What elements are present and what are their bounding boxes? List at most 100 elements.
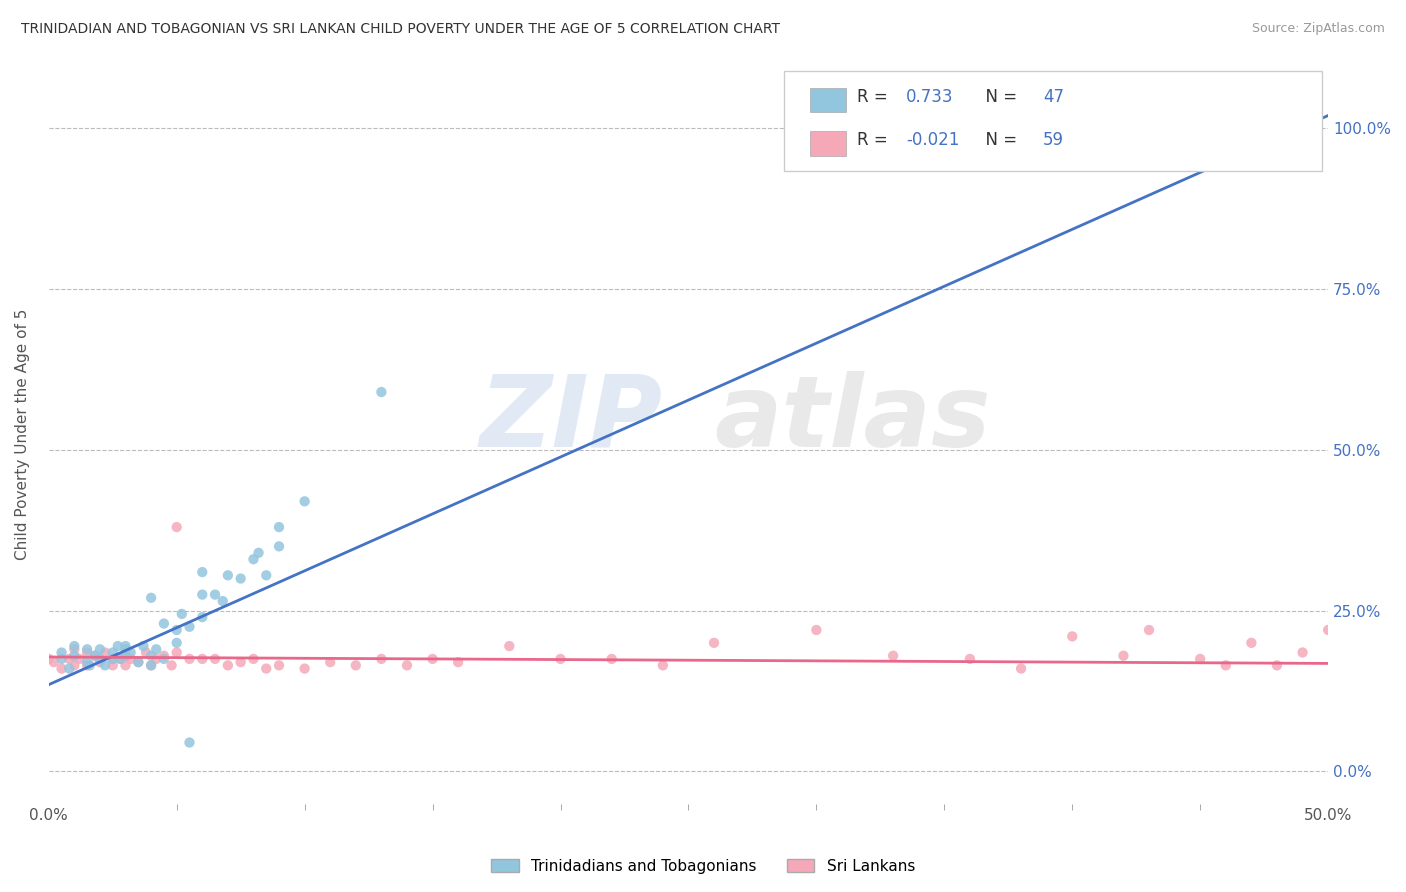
Point <box>422 652 444 666</box>
Text: TRINIDADIAN AND TOBAGONIAN VS SRI LANKAN CHILD POVERTY UNDER THE AGE OF 5 CORREL: TRINIDADIAN AND TOBAGONIAN VS SRI LANKAN… <box>21 22 780 37</box>
Point <box>191 588 214 602</box>
Point <box>651 658 673 673</box>
Point <box>242 552 264 566</box>
Point <box>1291 645 1313 659</box>
Point <box>191 610 214 624</box>
Point <box>882 648 904 663</box>
Point <box>107 639 129 653</box>
Point <box>139 658 162 673</box>
Point <box>101 652 124 666</box>
Point <box>204 588 226 602</box>
Point <box>806 623 828 637</box>
Point <box>51 652 73 666</box>
Point <box>139 648 162 663</box>
Point <box>120 652 142 666</box>
Point <box>294 662 316 676</box>
Point <box>120 645 142 659</box>
Point <box>153 616 176 631</box>
Point <box>600 652 623 666</box>
Text: R =: R = <box>858 87 893 106</box>
Point <box>242 652 264 666</box>
Point <box>110 652 132 666</box>
Point <box>127 655 149 669</box>
Point <box>114 658 136 673</box>
Point <box>1215 658 1237 673</box>
Point <box>42 655 65 669</box>
Point <box>89 655 111 669</box>
Text: Source: ZipAtlas.com: Source: ZipAtlas.com <box>1251 22 1385 36</box>
Point <box>703 636 725 650</box>
Point <box>101 658 124 673</box>
Point <box>139 591 162 605</box>
Point <box>89 652 111 666</box>
Point <box>1189 652 1212 666</box>
Point <box>191 565 214 579</box>
Point <box>294 494 316 508</box>
Point <box>114 642 136 657</box>
Point <box>211 594 233 608</box>
Bar <box>810 131 846 156</box>
Point <box>127 655 149 669</box>
Point <box>114 639 136 653</box>
Point <box>63 639 86 653</box>
Point <box>1112 648 1135 663</box>
Point <box>447 655 470 669</box>
Text: N =: N = <box>974 87 1022 106</box>
Point <box>166 636 188 650</box>
Point <box>395 658 418 673</box>
Point <box>217 658 239 673</box>
Point <box>58 652 80 666</box>
Point <box>114 648 136 663</box>
Point <box>179 735 201 749</box>
Point <box>344 658 367 673</box>
Point <box>101 652 124 666</box>
Point <box>76 658 98 673</box>
FancyBboxPatch shape <box>785 71 1322 171</box>
Point <box>370 652 392 666</box>
Point <box>38 652 60 666</box>
Text: 59: 59 <box>1043 131 1064 149</box>
Point <box>179 620 201 634</box>
Point <box>267 540 290 554</box>
Point <box>1317 623 1340 637</box>
Point <box>254 568 277 582</box>
Text: 0.733: 0.733 <box>905 87 953 106</box>
Text: ZIP: ZIP <box>479 370 662 467</box>
Point <box>101 645 124 659</box>
Point <box>145 642 167 657</box>
Point <box>959 652 981 666</box>
Point <box>1240 636 1263 650</box>
Point <box>76 642 98 657</box>
Point <box>498 639 520 653</box>
Point <box>217 568 239 582</box>
Point <box>229 572 252 586</box>
Point <box>94 645 117 659</box>
Point <box>550 652 572 666</box>
Point <box>89 642 111 657</box>
Text: 47: 47 <box>1043 87 1064 106</box>
Point <box>1137 623 1160 637</box>
Point <box>145 652 167 666</box>
Point <box>1010 662 1032 676</box>
Point <box>94 658 117 673</box>
Point <box>191 652 214 666</box>
Point <box>51 662 73 676</box>
Point <box>229 655 252 669</box>
Point <box>79 658 101 673</box>
Point <box>204 652 226 666</box>
Point <box>83 648 105 663</box>
Bar <box>810 87 846 112</box>
Point <box>247 546 270 560</box>
Point <box>160 658 183 673</box>
Point <box>63 642 86 657</box>
Point <box>114 648 136 663</box>
Text: -0.021: -0.021 <box>905 131 959 149</box>
Point <box>63 658 86 673</box>
Point <box>139 658 162 673</box>
Point <box>1265 658 1288 673</box>
Point <box>153 648 176 663</box>
Text: N =: N = <box>974 131 1022 149</box>
Point <box>58 662 80 676</box>
Point <box>153 652 176 666</box>
Point <box>63 648 86 663</box>
